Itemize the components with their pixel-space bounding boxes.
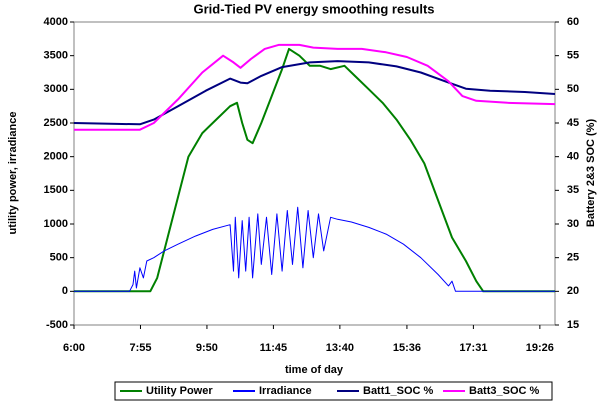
y2-tick-label: 40 (567, 151, 579, 163)
y2-tick-label: 15 (567, 319, 579, 331)
legend-label: Utility Power (146, 385, 213, 397)
x-tick-label: 15:36 (393, 342, 421, 354)
chart-title: Grid-Tied PV energy smoothing results (193, 1, 434, 16)
y-tick-label: -500 (46, 319, 68, 331)
y-tick-label: 4000 (44, 16, 68, 28)
legend-label: Batt3_SOC % (469, 385, 540, 397)
x-tick-label: 19:26 (526, 342, 554, 354)
x-tick-label: 6:00 (63, 342, 85, 354)
y2-axis-label: Battery 2&3 SOC (%) (585, 119, 597, 228)
legend-label: Batt1_SOC % (363, 385, 434, 397)
series-line (74, 47, 555, 293)
x-tick-label: 7:55 (129, 342, 151, 354)
y2-tick-label: 35 (567, 184, 579, 196)
y2-tick-label: 20 (567, 285, 579, 297)
legend-label: Irradiance (259, 385, 312, 397)
legend-box (114, 381, 553, 401)
y2-tick-label: 45 (567, 117, 579, 129)
y-tick-label: 500 (50, 252, 68, 264)
y-tick-label: 2000 (44, 151, 68, 163)
y-tick-label: 3000 (44, 83, 68, 95)
plot-area (73, 21, 556, 326)
x-tick-label: 9:50 (196, 342, 218, 354)
x-tick-label: 17:31 (459, 342, 487, 354)
series-line (73, 60, 556, 126)
y-tick-label: 3500 (44, 50, 68, 62)
y2-tick-label: 55 (567, 50, 579, 62)
y-tick-label: 0 (62, 285, 68, 297)
y-tick-label: 1000 (44, 218, 68, 230)
x-tick-label: 13:40 (326, 342, 354, 354)
y-tick-label: 1500 (44, 184, 68, 196)
y2-tick-label: 25 (567, 252, 579, 264)
y2-tick-label: 60 (567, 16, 579, 28)
series-line (74, 43, 556, 131)
y2-tick-label: 50 (567, 83, 579, 95)
x-axis-label: time of day (285, 364, 344, 376)
y-tick-label: 2500 (44, 117, 68, 129)
y2-tick-label: 30 (567, 218, 579, 230)
x-tick-label: 11:45 (260, 342, 288, 354)
series-line (74, 206, 555, 292)
y-axis-label: utility power, irradiance (7, 112, 19, 235)
